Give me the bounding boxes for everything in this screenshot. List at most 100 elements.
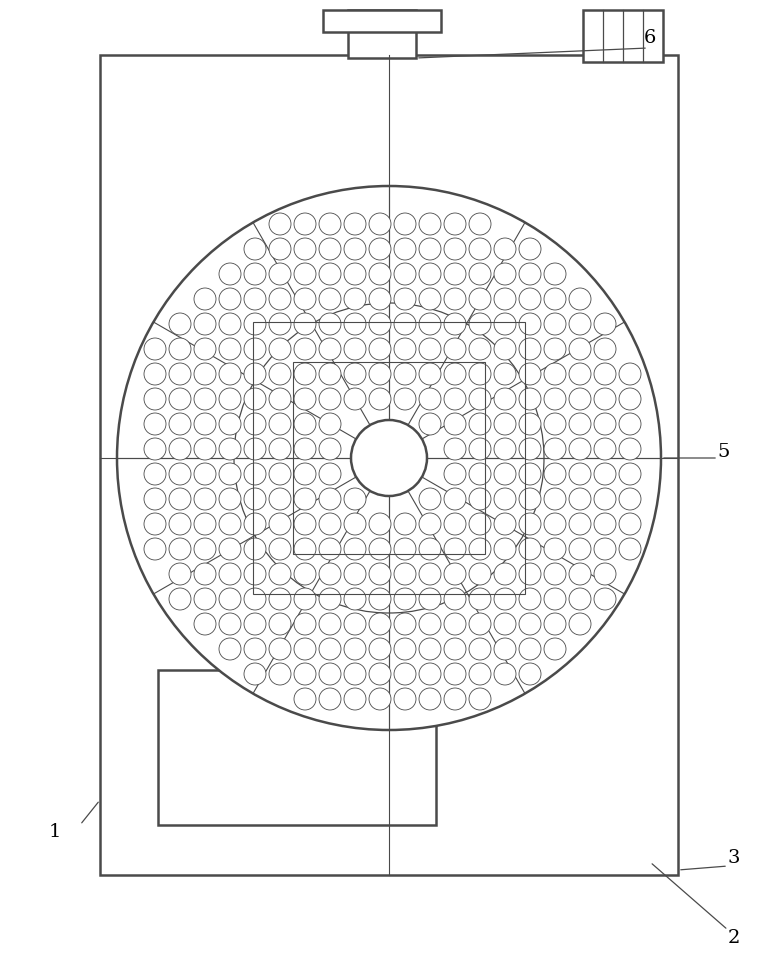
Circle shape <box>344 538 366 560</box>
Circle shape <box>369 213 391 235</box>
Circle shape <box>144 438 166 460</box>
Circle shape <box>219 538 241 560</box>
Circle shape <box>194 313 216 335</box>
Circle shape <box>244 313 266 335</box>
Circle shape <box>344 213 366 235</box>
Circle shape <box>169 363 191 385</box>
Bar <box>252 322 525 595</box>
Circle shape <box>194 588 216 610</box>
Circle shape <box>419 338 441 360</box>
Circle shape <box>319 338 341 360</box>
Circle shape <box>144 538 166 560</box>
Bar <box>100 55 678 875</box>
Circle shape <box>219 513 241 535</box>
Circle shape <box>544 488 566 510</box>
Circle shape <box>444 313 466 335</box>
Circle shape <box>344 613 366 635</box>
Circle shape <box>394 663 416 685</box>
Circle shape <box>144 363 166 385</box>
Circle shape <box>569 588 591 610</box>
Circle shape <box>344 488 366 510</box>
Circle shape <box>494 463 516 485</box>
Circle shape <box>344 588 366 610</box>
Circle shape <box>419 263 441 285</box>
Circle shape <box>244 363 266 385</box>
Circle shape <box>494 663 516 685</box>
Circle shape <box>544 613 566 635</box>
Circle shape <box>369 263 391 285</box>
Circle shape <box>594 588 616 610</box>
Circle shape <box>394 513 416 535</box>
Circle shape <box>469 438 491 460</box>
Circle shape <box>294 438 316 460</box>
Circle shape <box>544 388 566 410</box>
Circle shape <box>369 288 391 310</box>
Circle shape <box>294 513 316 535</box>
Circle shape <box>244 663 266 685</box>
Circle shape <box>569 288 591 310</box>
Circle shape <box>369 513 391 535</box>
Circle shape <box>144 413 166 435</box>
Circle shape <box>344 663 366 685</box>
Circle shape <box>594 438 616 460</box>
Circle shape <box>619 413 641 435</box>
Circle shape <box>519 388 541 410</box>
Circle shape <box>419 213 441 235</box>
Circle shape <box>494 238 516 260</box>
Circle shape <box>494 638 516 660</box>
Circle shape <box>319 263 341 285</box>
Circle shape <box>319 388 341 410</box>
Bar <box>293 362 485 554</box>
Circle shape <box>494 388 516 410</box>
Circle shape <box>294 638 316 660</box>
Circle shape <box>169 413 191 435</box>
Circle shape <box>394 638 416 660</box>
Circle shape <box>519 463 541 485</box>
Circle shape <box>369 313 391 335</box>
Text: 5: 5 <box>718 443 730 461</box>
Circle shape <box>569 438 591 460</box>
Circle shape <box>569 513 591 535</box>
Circle shape <box>444 563 466 585</box>
Circle shape <box>569 363 591 385</box>
Circle shape <box>244 513 266 535</box>
Circle shape <box>419 488 441 510</box>
Circle shape <box>169 438 191 460</box>
Circle shape <box>494 313 516 335</box>
Text: 2: 2 <box>728 929 740 947</box>
Circle shape <box>319 213 341 235</box>
Circle shape <box>419 613 441 635</box>
Circle shape <box>544 588 566 610</box>
Circle shape <box>469 338 491 360</box>
Circle shape <box>444 238 466 260</box>
Circle shape <box>319 413 341 435</box>
Circle shape <box>244 538 266 560</box>
Circle shape <box>544 438 566 460</box>
Circle shape <box>594 538 616 560</box>
Circle shape <box>194 363 216 385</box>
Circle shape <box>594 313 616 335</box>
Circle shape <box>244 288 266 310</box>
Circle shape <box>444 463 466 485</box>
Circle shape <box>319 438 341 460</box>
Circle shape <box>519 288 541 310</box>
Circle shape <box>444 513 466 535</box>
Circle shape <box>219 588 241 610</box>
Circle shape <box>469 688 491 710</box>
Circle shape <box>294 538 316 560</box>
Circle shape <box>594 413 616 435</box>
Circle shape <box>319 638 341 660</box>
Circle shape <box>469 513 491 535</box>
Circle shape <box>244 463 266 485</box>
Circle shape <box>519 363 541 385</box>
Circle shape <box>369 363 391 385</box>
Circle shape <box>494 488 516 510</box>
Circle shape <box>469 638 491 660</box>
Circle shape <box>419 413 441 435</box>
Circle shape <box>519 263 541 285</box>
Circle shape <box>219 638 241 660</box>
Circle shape <box>419 538 441 560</box>
Text: 3: 3 <box>728 849 740 867</box>
Bar <box>323 10 441 32</box>
Circle shape <box>544 413 566 435</box>
